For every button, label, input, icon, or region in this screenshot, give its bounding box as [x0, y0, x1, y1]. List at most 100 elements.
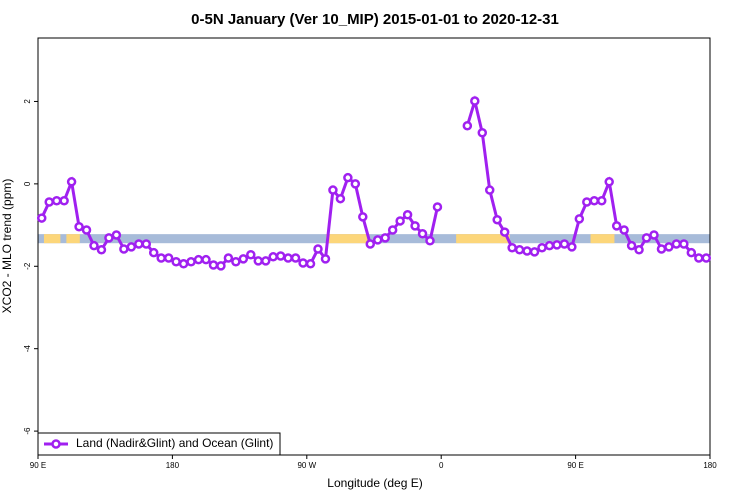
- data-point: [134, 239, 144, 249]
- data-point: [59, 196, 69, 206]
- data-point: [432, 202, 443, 212]
- data-point: [51, 196, 62, 206]
- data-point: [462, 121, 473, 131]
- data-point: [283, 253, 293, 263]
- data-point: [634, 245, 644, 255]
- data-point: [260, 256, 271, 266]
- y-tick-label: 0: [23, 181, 32, 186]
- y-tick-label: -2: [23, 262, 32, 270]
- data-point: [246, 249, 256, 260]
- x-tick-label: 180: [703, 461, 717, 470]
- data-point: [126, 242, 137, 252]
- data-point: [328, 185, 338, 195]
- data-point: [425, 235, 435, 246]
- data-point: [163, 253, 174, 263]
- x-tick-label: 90 E: [567, 461, 583, 470]
- data-point: [372, 235, 383, 245]
- data-point: [313, 244, 323, 254]
- x-tick-label: 90 W: [297, 461, 316, 470]
- data-point: [514, 245, 525, 255]
- legend-label: Land (Nadir&Glint) and Ocean (Glint): [76, 436, 273, 450]
- y-tick-label: -4: [23, 345, 32, 353]
- chart-title: 0-5N January (Ver 10_MIP) 2015-01-01 to …: [191, 11, 559, 28]
- data-point: [417, 228, 428, 239]
- x-tick-label: 180: [166, 461, 180, 470]
- data-point: [81, 225, 92, 235]
- data-point: [529, 247, 540, 257]
- data-point: [253, 256, 264, 266]
- x-tick-label: 90 E: [30, 461, 46, 470]
- data-point: [679, 239, 689, 249]
- data-point: [208, 260, 219, 270]
- legend-marker: [51, 439, 61, 449]
- data-point: [619, 225, 629, 235]
- data-point: [477, 128, 488, 138]
- data-point: [522, 246, 532, 256]
- data-point: [223, 253, 234, 263]
- data-point: [358, 212, 368, 222]
- data-point: [410, 221, 420, 231]
- data-point: [395, 216, 405, 226]
- data-point: [178, 259, 189, 269]
- data-point: [171, 256, 181, 267]
- data-point: [290, 253, 301, 263]
- data-point: [671, 239, 682, 249]
- y-tick-label: -6: [23, 427, 32, 435]
- data-point: [216, 261, 226, 271]
- data-point: [66, 177, 77, 187]
- data-point: [36, 213, 47, 223]
- x-axis-label: Longitude (deg E): [327, 476, 422, 490]
- data-point: [470, 96, 480, 106]
- data-point: [701, 253, 712, 263]
- data-point: [148, 247, 159, 258]
- data-point: [268, 252, 278, 262]
- data-point: [507, 242, 517, 253]
- data-point: [201, 254, 211, 265]
- data-point: [656, 244, 667, 254]
- data-point: [350, 179, 361, 189]
- data-point: [664, 242, 674, 252]
- plot-frame: [37, 37, 711, 456]
- data-point: [186, 256, 196, 267]
- data-point: [686, 247, 697, 258]
- y-tick-label: 2: [23, 99, 32, 104]
- data-point: [238, 254, 249, 264]
- data-point: [380, 233, 390, 243]
- data-point: [604, 177, 614, 187]
- data-point: [104, 233, 114, 243]
- land-band: [456, 234, 510, 244]
- data-point: [567, 242, 577, 252]
- data-point: [589, 196, 600, 206]
- data-point: [484, 185, 495, 195]
- land-band: [66, 234, 80, 244]
- land-band: [590, 234, 615, 244]
- data-point: [559, 239, 570, 249]
- data-point: [231, 256, 241, 267]
- data-point: [119, 244, 129, 254]
- data-point: [74, 221, 84, 232]
- data-point: [305, 259, 316, 269]
- data-point: [275, 251, 286, 261]
- data-point: [596, 196, 607, 206]
- data-point: [193, 254, 204, 265]
- data-point: [298, 258, 308, 268]
- land-band: [43, 234, 61, 244]
- data-point: [649, 230, 659, 240]
- data-point: [365, 239, 376, 249]
- data-point: [402, 210, 413, 220]
- data-point: [492, 214, 502, 225]
- data-point: [141, 239, 152, 249]
- x-tick-label: 0: [439, 461, 444, 470]
- data-point: [499, 227, 510, 237]
- data-point: [44, 197, 54, 207]
- data-point: [537, 242, 547, 253]
- data-point: [641, 233, 652, 243]
- land-band: [326, 234, 370, 244]
- data-point: [96, 245, 107, 255]
- data-point: [582, 197, 592, 207]
- data-point: [335, 193, 346, 204]
- data-point: [111, 230, 122, 240]
- data-point: [343, 172, 353, 183]
- data-point: [626, 240, 637, 251]
